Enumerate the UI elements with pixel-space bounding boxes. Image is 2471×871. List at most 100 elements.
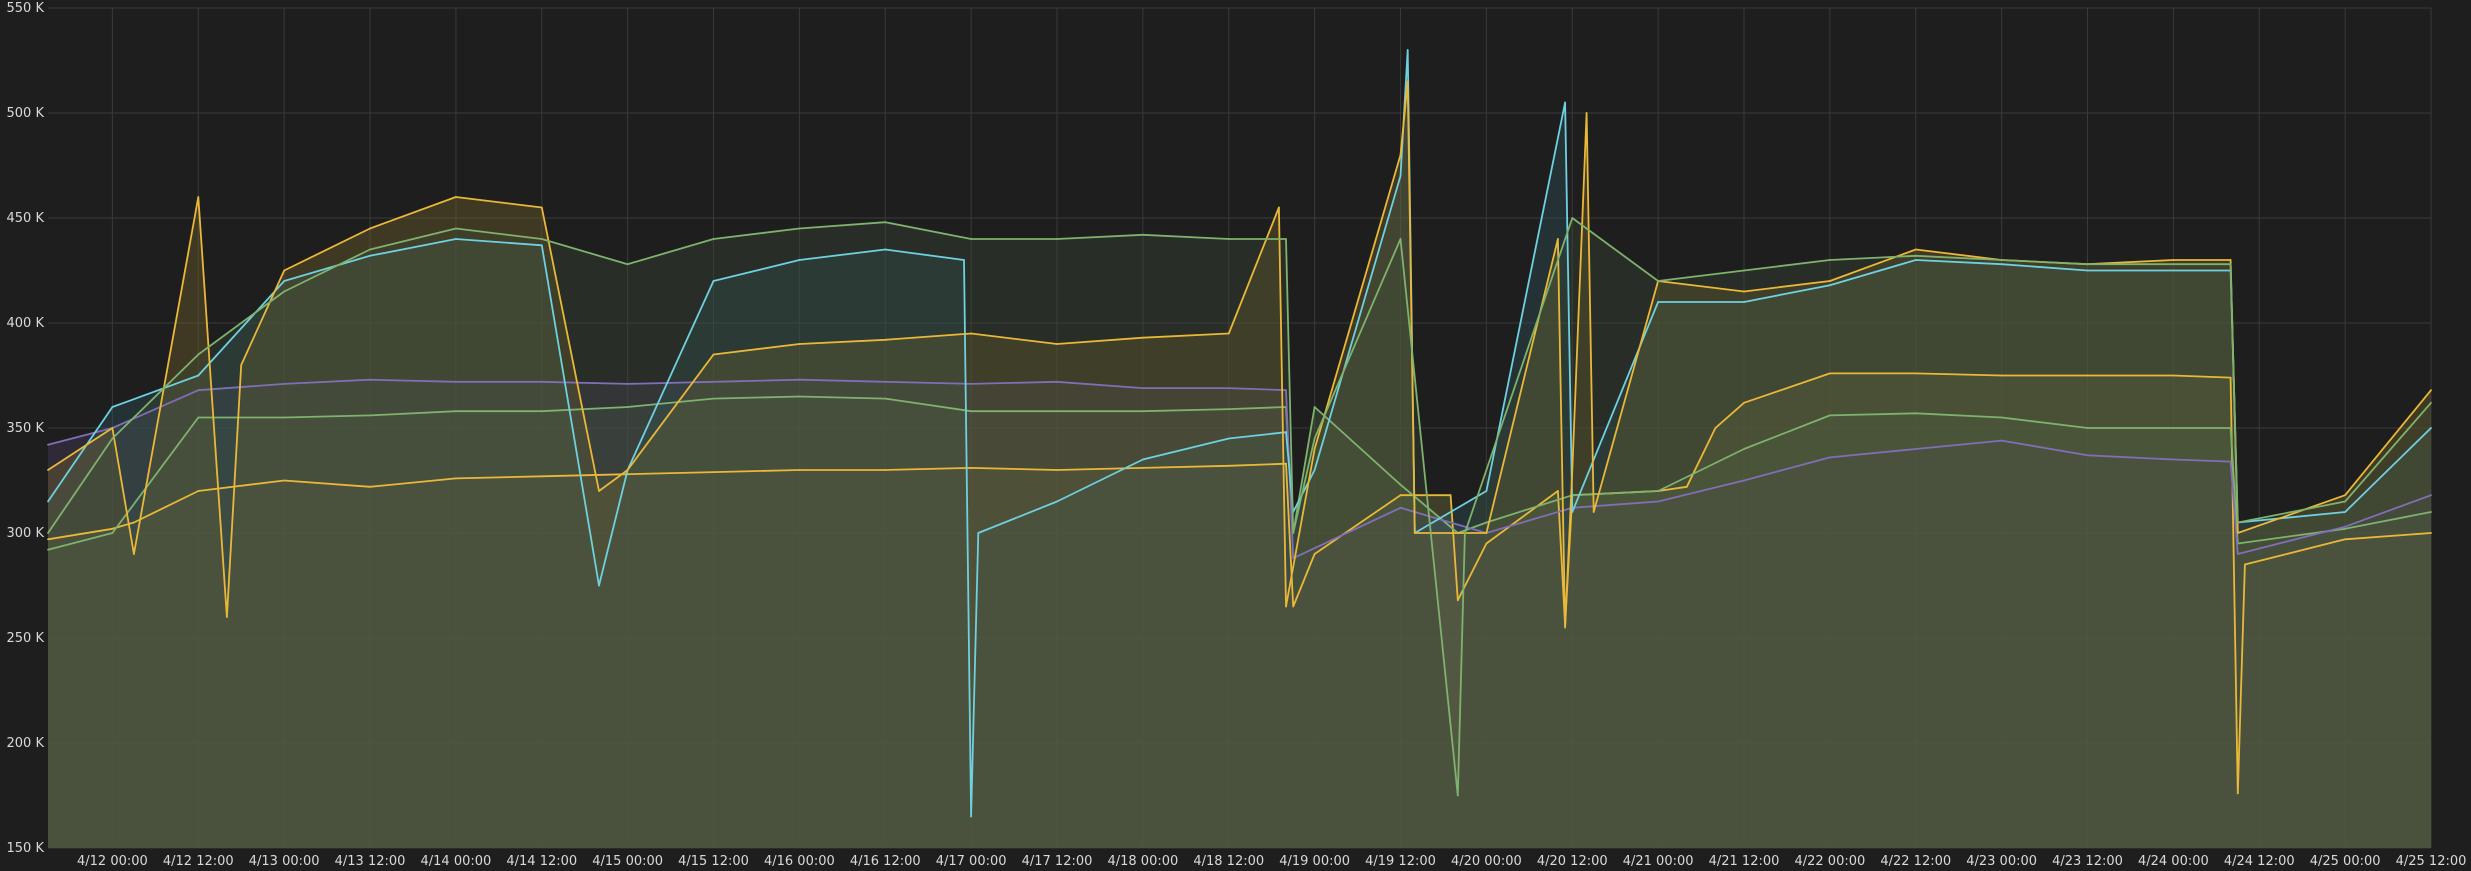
data-point	[540, 206, 543, 209]
data-point	[1313, 553, 1316, 555]
y-tick-label: 450 K	[7, 211, 45, 226]
data-point	[598, 584, 600, 587]
data-point	[111, 527, 114, 530]
data-point	[1657, 500, 1659, 503]
data-point	[712, 238, 715, 240]
series-area-1	[48, 396, 2431, 848]
data-point	[2086, 374, 2089, 377]
data-point	[369, 254, 371, 257]
data-point	[1829, 456, 1831, 459]
data-point	[1406, 49, 1409, 51]
data-point	[1292, 605, 1295, 608]
x-tick-label: 4/16 00:00	[764, 854, 835, 869]
data-point	[2229, 376, 2232, 379]
data-point	[455, 196, 457, 198]
data-point	[1142, 458, 1144, 461]
data-point	[598, 490, 600, 492]
data-point	[1285, 462, 1287, 465]
x-tick-label: 4/12 12:00	[163, 854, 234, 869]
data-point	[1142, 336, 1144, 339]
data-point	[712, 471, 715, 473]
data-point	[240, 364, 243, 366]
series-line-0	[47, 372, 2432, 795]
data-point	[798, 227, 801, 230]
data-point	[2000, 374, 2003, 377]
data-point	[197, 490, 200, 492]
data-point	[1056, 343, 1058, 345]
data-point	[2086, 427, 2089, 429]
data-point	[2229, 427, 2232, 429]
x-tick-label: 4/18 12:00	[1193, 854, 1264, 869]
data-point	[1829, 284, 1831, 287]
data-point	[1285, 238, 1287, 240]
data-point	[1657, 301, 1659, 303]
data-point	[1399, 238, 1402, 240]
data-point	[1056, 500, 1058, 503]
data-point	[455, 477, 457, 480]
data-point	[1914, 448, 1917, 450]
data-point	[798, 378, 801, 381]
data-point	[369, 378, 371, 381]
series-lines	[47, 49, 2432, 818]
data-point	[884, 469, 887, 471]
data-point	[197, 374, 200, 377]
data-point	[1829, 259, 1831, 261]
data-point	[1464, 532, 1466, 534]
x-tick-label: 4/16 12:00	[850, 854, 921, 869]
y-tick-label: 300 K	[7, 526, 45, 541]
x-tick-label: 4/25 12:00	[2396, 854, 2467, 869]
data-point	[1829, 372, 1831, 375]
data-point	[963, 259, 965, 261]
data-point	[2000, 416, 2003, 419]
data-point	[1743, 448, 1745, 450]
data-point	[47, 443, 49, 446]
data-point	[1227, 332, 1230, 335]
data-point	[1406, 80, 1409, 83]
data-point	[1227, 387, 1230, 389]
x-tick-label: 4/17 12:00	[1022, 854, 1093, 869]
data-point	[1557, 490, 1559, 492]
data-point	[2172, 458, 2175, 461]
y-tick-label: 550 K	[7, 1, 45, 16]
data-point	[884, 397, 887, 400]
data-point	[47, 469, 49, 471]
data-point	[2172, 259, 2175, 261]
data-point	[1829, 280, 1831, 282]
data-point	[712, 380, 715, 383]
data-point	[1485, 521, 1488, 524]
data-point	[1449, 494, 1452, 497]
x-tick-label: 4/14 00:00	[421, 854, 492, 869]
x-tick-label: 4/14 12:00	[506, 854, 577, 869]
data-point	[884, 380, 887, 383]
data-point	[1685, 485, 1688, 488]
series-area-3	[48, 50, 2431, 848]
data-point	[2000, 439, 2003, 442]
data-point	[1743, 401, 1745, 404]
x-tick-label: 4/13 00:00	[249, 854, 320, 869]
data-point	[977, 532, 980, 534]
data-point	[1285, 605, 1287, 608]
data-point	[626, 263, 629, 266]
data-point	[1657, 490, 1659, 492]
y-tick-label: 500 K	[7, 106, 45, 121]
data-point	[283, 479, 286, 482]
data-point	[1571, 469, 1574, 471]
data-point	[798, 469, 801, 471]
data-point	[1564, 101, 1566, 104]
data-point	[540, 475, 543, 478]
series-area-0	[48, 373, 2431, 848]
data-point	[1278, 206, 1280, 209]
data-point	[712, 280, 715, 282]
data-point	[712, 397, 715, 400]
data-point	[1056, 238, 1058, 240]
series-area-2	[48, 379, 2431, 848]
data-point	[1413, 532, 1416, 534]
x-tick-label: 4/23 00:00	[1966, 854, 2037, 869]
data-point	[2344, 525, 2347, 528]
x-tick-label: 4/15 00:00	[592, 854, 663, 869]
x-tick-label: 4/24 00:00	[2138, 854, 2209, 869]
data-point	[1485, 490, 1488, 492]
y-tick-label: 200 K	[7, 736, 45, 751]
data-point	[2344, 527, 2347, 530]
